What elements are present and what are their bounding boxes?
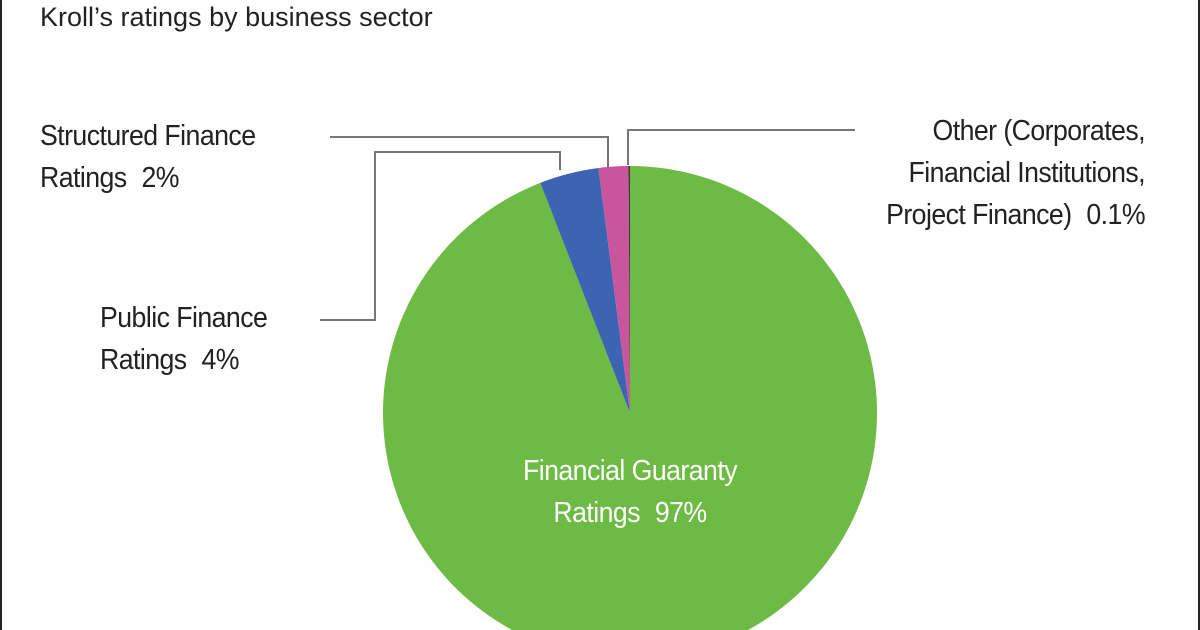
leader-line	[627, 129, 855, 165]
value-label: 97%	[654, 497, 707, 529]
category-label: Public Finance Ratings	[100, 302, 268, 376]
pie-slice	[540, 168, 630, 413]
slice-label: Structured Finance Ratings 2%	[40, 115, 298, 199]
slice-label: Other (Corporates, Financial Institution…	[841, 110, 1145, 236]
category-label: Other (Corporates, Financial Institution…	[886, 115, 1145, 231]
category-label: Structured Finance Ratings	[40, 120, 256, 194]
pie-slice	[383, 166, 877, 630]
value-label: 2%	[141, 162, 179, 194]
leader-lines	[320, 129, 855, 321]
slice-label: Public Finance Ratings 4%	[100, 297, 312, 381]
pie-slice	[598, 166, 630, 413]
value-label: 0.1%	[1086, 199, 1145, 231]
leader-line	[320, 151, 561, 321]
category-label: Financial Guaranty Ratings	[522, 455, 738, 529]
pie-slice	[628, 166, 630, 413]
value-label: 4%	[201, 344, 239, 376]
leader-line	[330, 136, 609, 168]
chart-subtitle: Kroll’s ratings by business sector	[40, 2, 433, 32]
slice-label: Financial Guaranty Ratings 97%	[510, 450, 749, 534]
